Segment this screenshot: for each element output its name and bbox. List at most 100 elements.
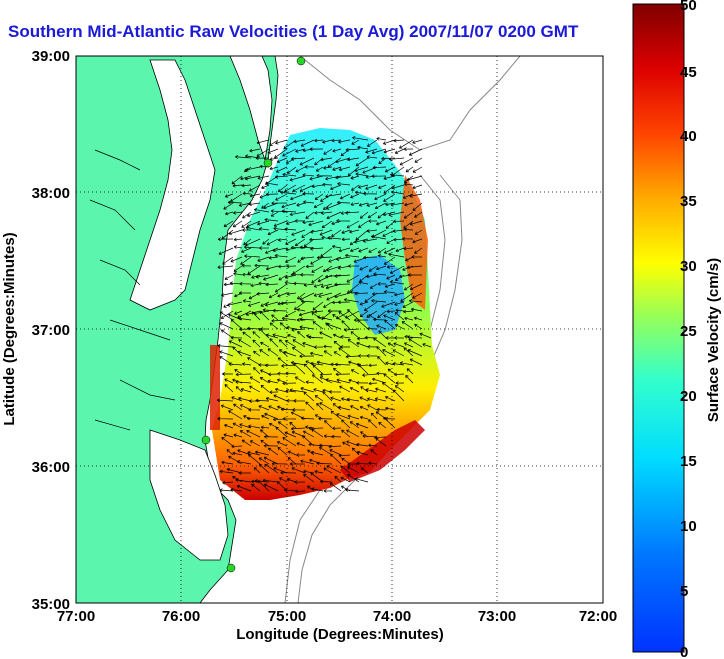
velocity-arrow bbox=[248, 301, 261, 307]
velocity-arrow bbox=[350, 202, 360, 207]
velocity-arrow bbox=[286, 478, 297, 483]
velocity-arrow bbox=[300, 272, 315, 277]
velocity-arrow bbox=[255, 398, 270, 403]
velocity-arrow bbox=[219, 350, 234, 357]
velocity-arrow bbox=[293, 362, 306, 375]
velocity-arrow bbox=[354, 291, 369, 296]
velocity-arrow bbox=[291, 467, 306, 474]
velocity-arrow bbox=[300, 459, 315, 465]
velocity-arrow bbox=[382, 349, 396, 357]
velocity-arrow bbox=[261, 184, 270, 189]
velocity-arrow bbox=[336, 200, 351, 205]
velocity-arrow bbox=[404, 227, 414, 232]
velocity-arrow bbox=[312, 321, 324, 330]
velocity-arrow bbox=[300, 387, 315, 393]
velocity-arrow bbox=[235, 372, 252, 377]
velocity-arrow bbox=[265, 333, 279, 339]
velocity-arrow bbox=[394, 148, 405, 154]
velocity-arrow bbox=[358, 184, 369, 189]
velocity-arrow bbox=[276, 157, 288, 164]
velocity-arrow bbox=[271, 461, 288, 466]
velocity-arrow bbox=[404, 342, 414, 348]
velocity-arrow bbox=[394, 301, 405, 306]
velocity-arrow bbox=[277, 378, 288, 384]
velocity-arrow bbox=[217, 265, 234, 270]
velocity-arrow bbox=[239, 423, 252, 429]
velocity-arrow bbox=[279, 322, 288, 330]
velocity-arrow bbox=[366, 229, 378, 233]
velocity-arrow bbox=[295, 489, 306, 494]
velocity-arrow bbox=[217, 343, 234, 348]
velocity-arrow bbox=[267, 348, 279, 357]
velocity-arrow bbox=[249, 148, 261, 153]
velocity-arrow bbox=[232, 422, 243, 429]
velocity-arrow bbox=[278, 264, 288, 269]
velocity-arrow bbox=[387, 368, 396, 375]
velocity-arrow bbox=[305, 264, 315, 269]
velocity-arrow bbox=[265, 247, 279, 254]
velocity-arrow bbox=[305, 380, 315, 384]
velocity-arrow bbox=[327, 236, 342, 240]
velocity-arrow bbox=[378, 330, 387, 339]
velocity-arrow bbox=[368, 247, 378, 253]
velocity-arrow bbox=[223, 202, 234, 210]
velocity-arrow bbox=[370, 234, 387, 240]
velocity-arrow bbox=[328, 390, 342, 394]
velocity-arrow bbox=[233, 245, 243, 249]
velocity-arrow bbox=[300, 256, 315, 261]
velocity-arrow bbox=[221, 437, 234, 447]
velocity-arrow bbox=[385, 406, 396, 411]
velocity-arrow bbox=[273, 467, 288, 474]
velocity-arrow bbox=[297, 292, 306, 300]
velocity-arrow bbox=[292, 339, 306, 348]
velocity-arrow bbox=[297, 331, 306, 339]
velocity-arrow bbox=[254, 263, 270, 268]
velocity-arrow bbox=[281, 202, 297, 209]
velocity-arrow bbox=[384, 319, 396, 330]
velocity-arrow bbox=[375, 437, 387, 447]
velocity-arrow bbox=[350, 193, 360, 199]
velocity-arrow bbox=[376, 324, 387, 330]
velocity-arrow bbox=[355, 172, 369, 177]
velocity-arrow bbox=[368, 461, 378, 466]
velocity-arrow bbox=[225, 211, 234, 216]
velocity-arrow bbox=[222, 256, 234, 265]
velocity-arrow bbox=[256, 291, 270, 296]
velocity-arrow bbox=[403, 220, 414, 229]
velocity-arrow bbox=[231, 396, 243, 402]
velocity-arrow bbox=[384, 290, 396, 294]
velocity-arrow bbox=[265, 181, 279, 186]
velocity-arrow bbox=[356, 461, 369, 466]
velocity-arrow bbox=[302, 191, 315, 196]
velocity-arrow bbox=[269, 390, 279, 395]
velocity-arrow bbox=[322, 391, 333, 402]
velocity-arrow bbox=[250, 283, 261, 288]
velocity-arrow bbox=[277, 421, 288, 429]
velocity-arrow bbox=[228, 362, 243, 366]
velocity-arrow bbox=[319, 331, 333, 339]
velocity-arrow bbox=[326, 202, 342, 210]
velocity-arrow bbox=[371, 174, 387, 179]
velocity-arrow bbox=[405, 256, 414, 262]
velocity-arrow bbox=[274, 148, 288, 159]
velocity-arrow bbox=[334, 362, 351, 367]
velocity-arrow bbox=[224, 378, 234, 384]
velocity-arrow bbox=[233, 403, 243, 411]
velocity-arrow bbox=[267, 229, 279, 236]
velocity-arrow bbox=[247, 357, 261, 366]
velocity-arrow bbox=[352, 136, 369, 141]
velocity-arrow bbox=[246, 429, 261, 438]
velocity-arrow bbox=[289, 388, 306, 393]
velocity-arrow bbox=[367, 344, 378, 349]
high-velocity-west bbox=[210, 345, 220, 430]
velocity-arrow bbox=[413, 316, 423, 321]
velocity-arrow bbox=[314, 309, 324, 314]
velocity-arrow bbox=[349, 421, 360, 429]
velocity-arrow bbox=[263, 202, 279, 210]
velocity-arrow bbox=[403, 246, 414, 251]
velocity-arrow bbox=[259, 349, 270, 357]
velocity-arrow bbox=[217, 416, 234, 421]
velocity-arrow bbox=[383, 193, 396, 202]
velocity-arrow bbox=[294, 219, 306, 223]
velocity-arrow bbox=[392, 389, 405, 402]
